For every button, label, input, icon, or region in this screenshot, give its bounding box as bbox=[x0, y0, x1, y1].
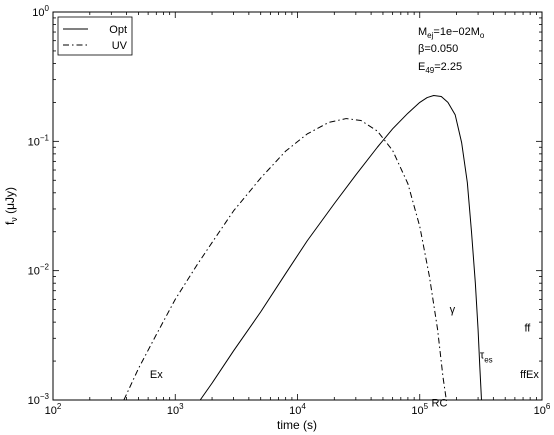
tick-labels: 102 103 104 105 106 10−3 10−2 10−1 100 bbox=[28, 4, 551, 417]
param-mass: Mej=1e−02Mo bbox=[418, 26, 485, 40]
parameter-annotations: Mej=1e−02Mo β=0.050 E49=2.25 bbox=[418, 26, 485, 75]
marker-label-ff: ff bbox=[524, 322, 531, 334]
y-tick-label: 10−1 bbox=[28, 133, 50, 148]
y-tick-label: 10−2 bbox=[28, 263, 50, 278]
param-beta: β=0.050 bbox=[418, 43, 458, 55]
marker-label-ex: Ex bbox=[150, 369, 163, 381]
series-uv-line bbox=[123, 118, 447, 401]
y-tick-label: 10−3 bbox=[28, 392, 50, 407]
plot-background bbox=[53, 12, 542, 400]
y-axis-label-main: f bbox=[3, 221, 17, 225]
marker-label-rc: RC bbox=[432, 398, 448, 410]
param-energy: E49=2.25 bbox=[418, 61, 462, 75]
plot-frame bbox=[52, 11, 543, 401]
x-tick-label: 102 bbox=[45, 402, 62, 417]
y-axis-label-sub: ν bbox=[9, 217, 19, 222]
y-tick-label: 100 bbox=[32, 4, 49, 19]
series-opt-line bbox=[199, 95, 482, 401]
legend: Opt UV bbox=[57, 16, 133, 56]
legend-label-opt: Opt bbox=[109, 24, 127, 36]
y-axis-label-unit: (μJy) bbox=[3, 187, 17, 217]
x-axis-label: time (s) bbox=[277, 418, 317, 432]
annotations: Ex γ RC ff ffEx τes bbox=[150, 304, 539, 409]
y-axis-label: fν (μJy) bbox=[3, 187, 19, 225]
marker-label-ffex: ffEx bbox=[520, 369, 539, 381]
x-tick-label: 105 bbox=[411, 402, 428, 417]
marker-label-tau-es: τes bbox=[480, 349, 493, 364]
marker-label-gamma: γ bbox=[450, 304, 456, 316]
x-tick-label: 106 bbox=[534, 402, 551, 417]
x-tick-label: 103 bbox=[167, 402, 184, 417]
legend-box bbox=[57, 16, 133, 56]
legend-label-uv: UV bbox=[112, 40, 128, 52]
x-tick-label: 104 bbox=[289, 402, 306, 417]
curves bbox=[123, 95, 482, 401]
